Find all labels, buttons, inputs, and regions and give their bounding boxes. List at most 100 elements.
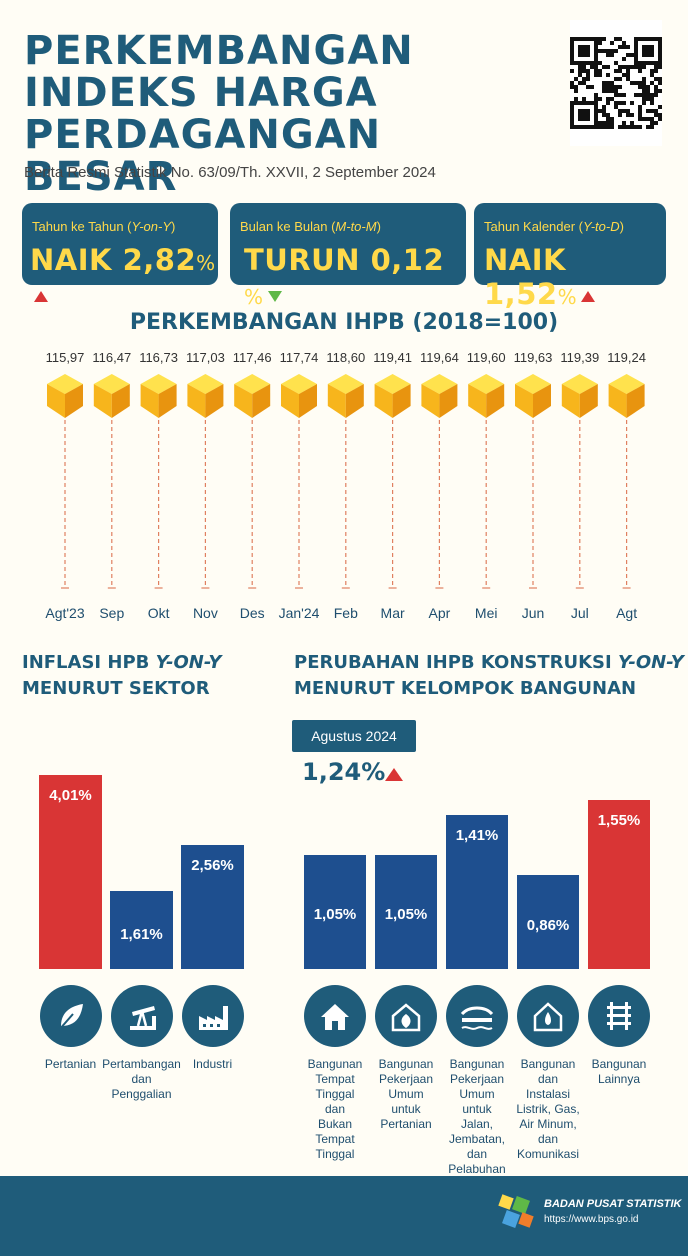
title-line: INDEKS HARGA xyxy=(24,70,378,116)
category-label-line: Bangunan xyxy=(378,1057,434,1071)
category-label: Bangunan Pekerjaan Umum untuk Pertanian xyxy=(361,1057,451,1132)
yoy-card: Tahun ke Tahun (Y-on-Y) NAIK 2,82% xyxy=(22,203,218,302)
card-label: Tahun ke Tahun (Y-on-Y) xyxy=(32,219,176,234)
category-label-line: Instalasi xyxy=(525,1087,571,1101)
qr-code-icon xyxy=(570,20,662,146)
ihpb-point: 117,46 Des xyxy=(233,350,272,621)
category-label: Bangunan dan Instalasi Listrik, Gas, Air Min… xyxy=(503,1057,593,1162)
ihpb-month-label: Okt xyxy=(148,605,170,621)
ihpb-point: 118,60 Feb xyxy=(326,350,365,621)
sector-bar-chart: 4,01% Pertanian 1,61% Pertambangan dan Pengga… xyxy=(0,760,290,1170)
bar-value-label: 1,05% xyxy=(313,906,357,924)
cube-icon xyxy=(327,374,364,418)
cube-icon xyxy=(374,374,411,418)
bar-value-label: 2,56% xyxy=(191,857,234,875)
category-label-line: Tempat xyxy=(315,1072,355,1086)
mtm-card: Bulan ke Bulan (M-to-M) TURUN 0,12 % xyxy=(230,203,466,309)
category-label-line: untuk xyxy=(462,1102,492,1116)
construction-total-value: 1,24% xyxy=(302,758,386,786)
ihpb-value-label: 116,73 xyxy=(139,350,178,365)
ihpb-value-label: 118,60 xyxy=(326,350,365,365)
category-label-line: dan xyxy=(324,1102,346,1116)
ihpb-point: 116,47 Sep xyxy=(92,350,131,621)
category-label-line: Bangunan xyxy=(449,1057,505,1071)
footer-org-name: BADAN PUSAT STATISTIK xyxy=(544,1198,682,1210)
bar-value-label: 1,41% xyxy=(455,827,499,845)
card-value: NAIK 2,82% xyxy=(30,243,218,311)
up-arrow-icon xyxy=(34,291,48,302)
category-label-line: Umum xyxy=(388,1087,424,1101)
category-label-line: Listrik, Gas, xyxy=(516,1102,580,1116)
category-label: Industri xyxy=(168,1057,258,1072)
bar: 1,05% xyxy=(375,854,437,969)
cube-icon xyxy=(281,374,317,418)
ihpb-point: 117,74 Jan'24 xyxy=(279,350,320,621)
cube-icon xyxy=(468,374,505,418)
category-label: Bangunan Tempat Tinggal dan Bukan Tempat Tingg… xyxy=(290,1057,380,1162)
ihpb-point: 115,97 Agt'23 xyxy=(45,350,84,621)
up-arrow-icon xyxy=(581,291,596,302)
railway-icon xyxy=(588,985,650,1047)
ihpb-value-label: 116,47 xyxy=(92,350,131,365)
ihpb-value-label: 119,63 xyxy=(514,350,553,365)
footer-url[interactable]: https://www.bps.go.id xyxy=(544,1214,639,1225)
construction-bar-chart: 1,05% Bangunan Tempat Tinggal dan Bukan Tempat… xyxy=(290,760,688,1176)
card-label: Bulan ke Bulan (M-to-M) xyxy=(240,219,381,234)
ihpb-month-label: Jun xyxy=(522,605,545,621)
bar: 0,86% xyxy=(517,875,579,969)
category-label-line: Pertanian xyxy=(380,1117,432,1131)
ihpb-point: 119,39 Jul xyxy=(560,350,599,621)
category-label-line: Bangunan xyxy=(520,1057,576,1071)
ihpb-chart-title: PERKEMBANGAN IHPB (2018=100) xyxy=(129,310,559,335)
construction-chart-title: PERUBAHAN IHPB KONSTRUKSI Y-ON-Y MENURUT… xyxy=(294,652,684,699)
ihpb-month-label: Jul xyxy=(571,605,589,621)
page-subtitle: Berita Resmi Statistik No. 63/09/Th. XXV… xyxy=(24,164,436,181)
bar: 1,41% xyxy=(446,815,508,969)
bar-value-label: 1,61% xyxy=(120,926,163,944)
category-label-line: Pekerjaan xyxy=(378,1072,434,1086)
ihpb-point: 117,03 Nov xyxy=(186,350,225,621)
utility-icon xyxy=(517,985,579,1047)
category-label-line: Umum xyxy=(459,1087,495,1101)
ihpb-value-label: 119,60 xyxy=(467,350,506,365)
ihpb-month-label: Apr xyxy=(429,605,451,621)
category-label-line: dan xyxy=(537,1132,559,1146)
category-label-line: untuk xyxy=(391,1102,421,1116)
category-label-line: Tinggal xyxy=(315,1147,355,1161)
construction-period-badge: Agustus 2024 xyxy=(292,720,416,752)
category-label-line: Komunikasi xyxy=(516,1147,580,1161)
ihpb-month-label: Jan'24 xyxy=(279,605,320,621)
category-label-line: Pertambangan xyxy=(102,1057,181,1071)
bps-logo-icon xyxy=(498,1194,534,1228)
down-arrow-icon xyxy=(267,291,282,302)
bar-value-label: 1,05% xyxy=(384,906,428,924)
sector-chart-title: INFLASI HPB Y-ON-Y MENURUT SEKTOR xyxy=(22,652,222,699)
ihpb-point: 119,24 Agt xyxy=(607,350,646,621)
ihpb-point: 119,63 Jun xyxy=(514,350,553,621)
ihpb-month-label: Sep xyxy=(99,605,124,621)
cube-icon xyxy=(93,374,130,418)
ihpb-value-label: 117,46 xyxy=(233,350,272,365)
category-label-line: Jalan, xyxy=(460,1117,494,1131)
category-label-line: Bukan xyxy=(317,1117,353,1131)
category-label-line: Tempat xyxy=(315,1132,355,1146)
ihpb-chart: 115,97Agt'23116,47Sep116,73Okt117,03Nov1… xyxy=(45,350,646,621)
category-label-line: Lainnya xyxy=(597,1072,641,1086)
category-label-line: Pertanian xyxy=(44,1057,97,1071)
card-value: NAIK 1,52% xyxy=(484,243,666,311)
ihpb-point: 116,73 Okt xyxy=(139,350,178,621)
ihpb-month-label: Feb xyxy=(334,605,358,621)
leaf-icon xyxy=(39,985,102,1047)
ihpb-point: 119,41 Mar xyxy=(373,350,412,621)
ihpb-month-label: Agt xyxy=(616,605,637,621)
bar: 1,61% xyxy=(110,891,173,969)
category-label-line: Penggalian xyxy=(111,1087,172,1101)
cube-icon xyxy=(140,374,177,418)
cube-icon xyxy=(608,374,645,418)
bar: 1,55% xyxy=(588,800,650,969)
category-label-line: Jembatan, xyxy=(448,1132,506,1146)
bridge-icon xyxy=(446,985,508,1047)
cube-icon xyxy=(421,374,458,418)
category-label-line: dan xyxy=(537,1072,559,1086)
category-label-line: Bangunan xyxy=(591,1057,647,1071)
